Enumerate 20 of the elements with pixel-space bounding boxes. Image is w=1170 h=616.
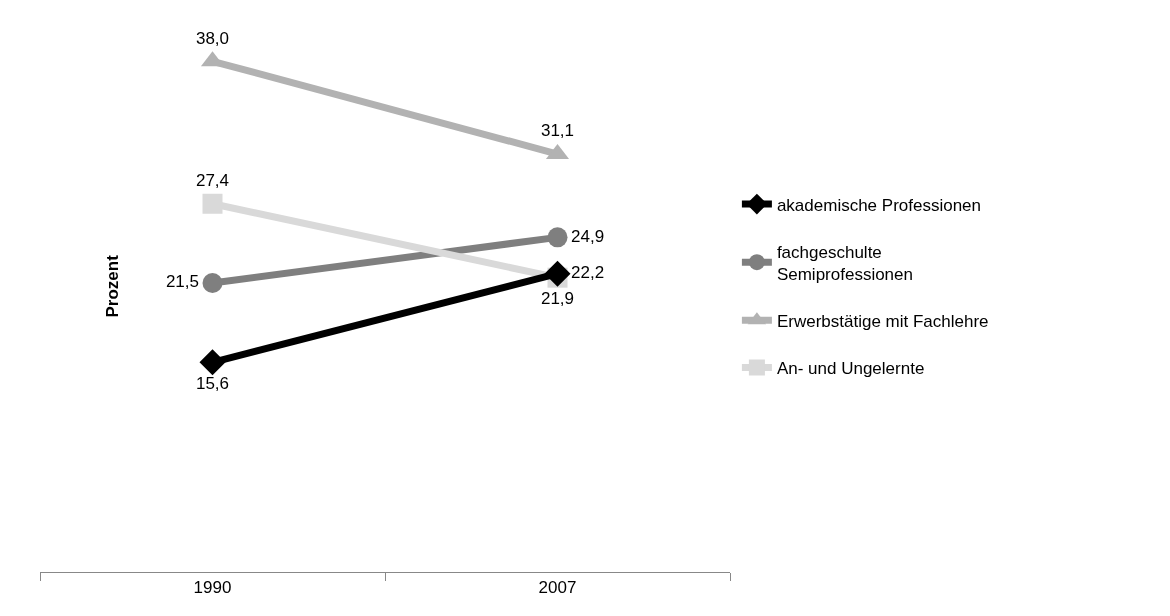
legend-label: fachgeschulte Semiprofessionen xyxy=(776,242,913,284)
data-label: 27,4 xyxy=(195,171,230,190)
data-label: 31,1 xyxy=(540,121,575,141)
legend-label: An- und Ungelernte xyxy=(776,359,925,379)
data-label: 21,5 xyxy=(165,272,199,292)
legend-label: Erwerbstätige mit Fachlehre xyxy=(776,311,989,331)
legend-label: akademische Professionen xyxy=(776,195,982,215)
y-axis-title: Prozent xyxy=(102,254,122,318)
point xyxy=(199,349,226,376)
point xyxy=(544,260,571,287)
point xyxy=(202,273,223,294)
point xyxy=(202,193,223,214)
data-label: 15,6 xyxy=(195,373,230,393)
data-label: 38,0 xyxy=(195,28,230,48)
x-tick-label: 1990 xyxy=(193,578,232,598)
data-label: 24,9 xyxy=(571,226,605,246)
data-label: 22,2 xyxy=(571,262,605,282)
data-label: 21,9 xyxy=(540,288,575,308)
point xyxy=(547,227,568,248)
x-tick-label: 2007 xyxy=(538,578,577,598)
